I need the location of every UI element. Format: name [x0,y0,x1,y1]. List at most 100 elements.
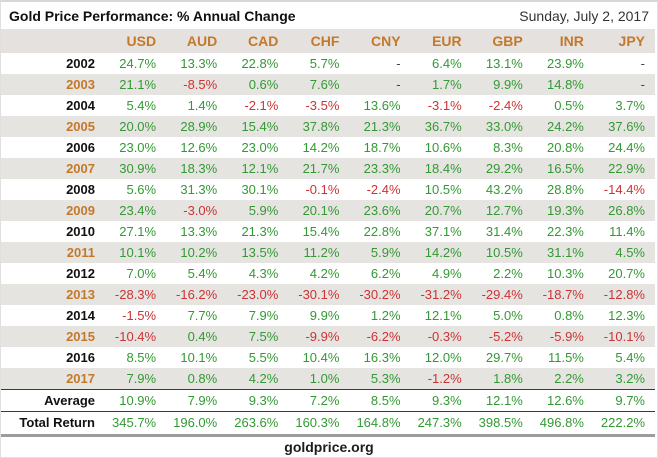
table-row: 2009 23.4% -3.0% 5.9% 20.1% 23.6% 20.7% 12.7% 19… [1,200,655,221]
value-cell: 21.1% [105,74,167,95]
value-cell: - [349,74,411,95]
value-cell: -3.5% [305,98,340,113]
value-cell: 24.7% [119,56,157,71]
value-cell: 6.2% [370,266,401,281]
value-cell: 20.0% [105,116,167,137]
value-cell: 0.4% [166,326,228,347]
value-cell: 7.9% [105,368,167,390]
footer: goldprice.org [1,437,657,457]
value-cell: 5.9% [227,200,289,221]
row-label: 2003 [1,74,105,95]
value-cell: 14.8% [532,74,594,95]
value-cell: 30.1% [241,182,279,197]
value-cell: 31.1% [532,242,594,263]
value-cell: 4.9% [432,266,462,281]
value-cell: 11.5% [547,350,584,365]
value-cell: 12.6% [180,140,218,155]
value-cell: 2.2% [493,266,523,281]
source-link[interactable]: goldprice.org [284,439,374,455]
value-cell: -5.2% [471,326,533,347]
value-cell: -8.5% [166,74,228,95]
value-cell: 18.7% [363,140,401,155]
column-header-aud: AUD [166,29,228,53]
value-cell: - [640,56,645,71]
value-cell: 18.4% [410,158,472,179]
value-cell: 29.7% [485,350,523,365]
table-row: 2013 -28.3% -16.2% -23.0% -30.1% -30.2% -31.2%… [1,284,655,305]
value-cell: -6.2% [349,326,411,347]
value-cell: 8.5% [126,350,157,365]
value-cell: 29.2% [471,158,533,179]
value-cell: -18.7% [532,284,594,305]
value-cell: 0.8% [554,308,584,323]
value-cell: - [593,74,655,95]
value-cell: 16.5% [532,158,594,179]
value-cell: 26.8% [593,200,655,221]
value-cell: -10.4% [105,326,167,347]
annual-change-table: USD AUD CAD CHF CNY EUR GBP INR JPY 2002 24.7% 13.… [1,29,655,437]
value-cell: -9.9% [288,326,350,347]
value-cell: 33.0% [471,116,533,137]
value-cell: 37.6% [593,116,655,137]
table-row: 2002 24.7% 13.3% 22.8% 5.7% - 6.4% 13.1% 23.9% - [1,53,655,74]
column-header-inr: INR [532,29,594,53]
value-cell: 28.9% [166,116,228,137]
value-cell: 5.4% [187,266,218,281]
value-cell: 22.8% [241,56,279,71]
value-cell: -3.1% [427,98,462,113]
value-cell: 9.9% [471,74,533,95]
value-cell: 23.0% [241,140,279,155]
value-cell: 4.5% [593,242,655,263]
value-cell: -2.1% [244,98,279,113]
value-cell: 43.2% [485,182,523,197]
row-label: 2015 [1,326,105,347]
value-cell: 10.3% [547,266,584,281]
titlebar: Gold Price Performance: % Annual Change … [1,2,657,29]
value-cell: 5.9% [349,242,411,263]
value-cell: 10.1% [180,350,218,365]
value-cell: 10.9% [105,389,167,412]
table-row: 2007 30.9% 18.3% 12.1% 21.7% 23.3% 18.4% 29.2% 1… [1,158,655,179]
value-cell: 13.1% [485,56,523,71]
value-cell: 30.9% [105,158,167,179]
table-row: 2015 -10.4% 0.4% 7.5% -9.9% -6.2% -0.3% -5.2% -5… [1,326,655,347]
table-row: 2012 7.0% 5.4% 4.3% 4.2% 6.2% 4.9% 2.2% 10.3% 20.… [1,263,655,284]
column-header-eur: EUR [410,29,472,53]
value-cell: 19.3% [532,200,594,221]
value-cell: -14.4% [603,182,645,197]
value-cell: 20.8% [547,140,584,155]
value-cell: 9.3% [227,389,289,412]
table-row: Total Return 345.7% 196.0% 263.6% 160.3% 164.… [1,411,655,437]
table-row: Average 10.9% 7.9% 9.3% 7.2% 8.5% 9.3% 12.1% 12.… [1,389,655,412]
table-row: 2003 21.1% -8.5% 0.6% 7.6% -1.7% 9.9% 14.8% - [1,74,655,95]
value-cell: 36.7% [410,116,472,137]
row-label: Total Return [1,411,105,437]
value-cell: 5.5% [248,350,279,365]
table-row: 2014 -1.5% 7.7% 7.9% 9.9% 1.2% 12.1% 5.0% 0.8% 12… [1,305,655,326]
value-cell: 31.4% [485,224,523,239]
value-cell: 21.3% [349,116,411,137]
value-cell: 10.5% [471,242,533,263]
value-cell: 24.4% [608,140,645,155]
row-label: 2016 [66,350,95,365]
value-cell: 12.6% [532,389,594,412]
value-cell: -16.2% [166,284,228,305]
value-cell: 5.4% [615,350,645,365]
table-row: 2006 23.0% 12.6% 23.0% 14.2% 18.7% 10.6% 8.3% 20… [1,137,655,158]
row-label: 2012 [66,266,95,281]
value-cell: 11.4% [609,224,645,239]
value-cell: 12.3% [608,308,645,323]
value-cell: 4.2% [227,368,289,390]
row-label: 2005 [1,116,105,137]
value-cell: -5.9% [532,326,594,347]
row-label-header [1,29,105,53]
value-cell: 13.3% [180,224,218,239]
value-cell: 7.6% [288,74,350,95]
value-cell: 9.7% [593,389,655,412]
value-cell: 9.9% [309,308,340,323]
value-cell: 14.2% [410,242,472,263]
value-cell: 12.1% [424,308,462,323]
value-cell: 31.3% [180,182,218,197]
value-cell: 496.8% [532,411,594,437]
value-cell: 1.7% [410,74,472,95]
